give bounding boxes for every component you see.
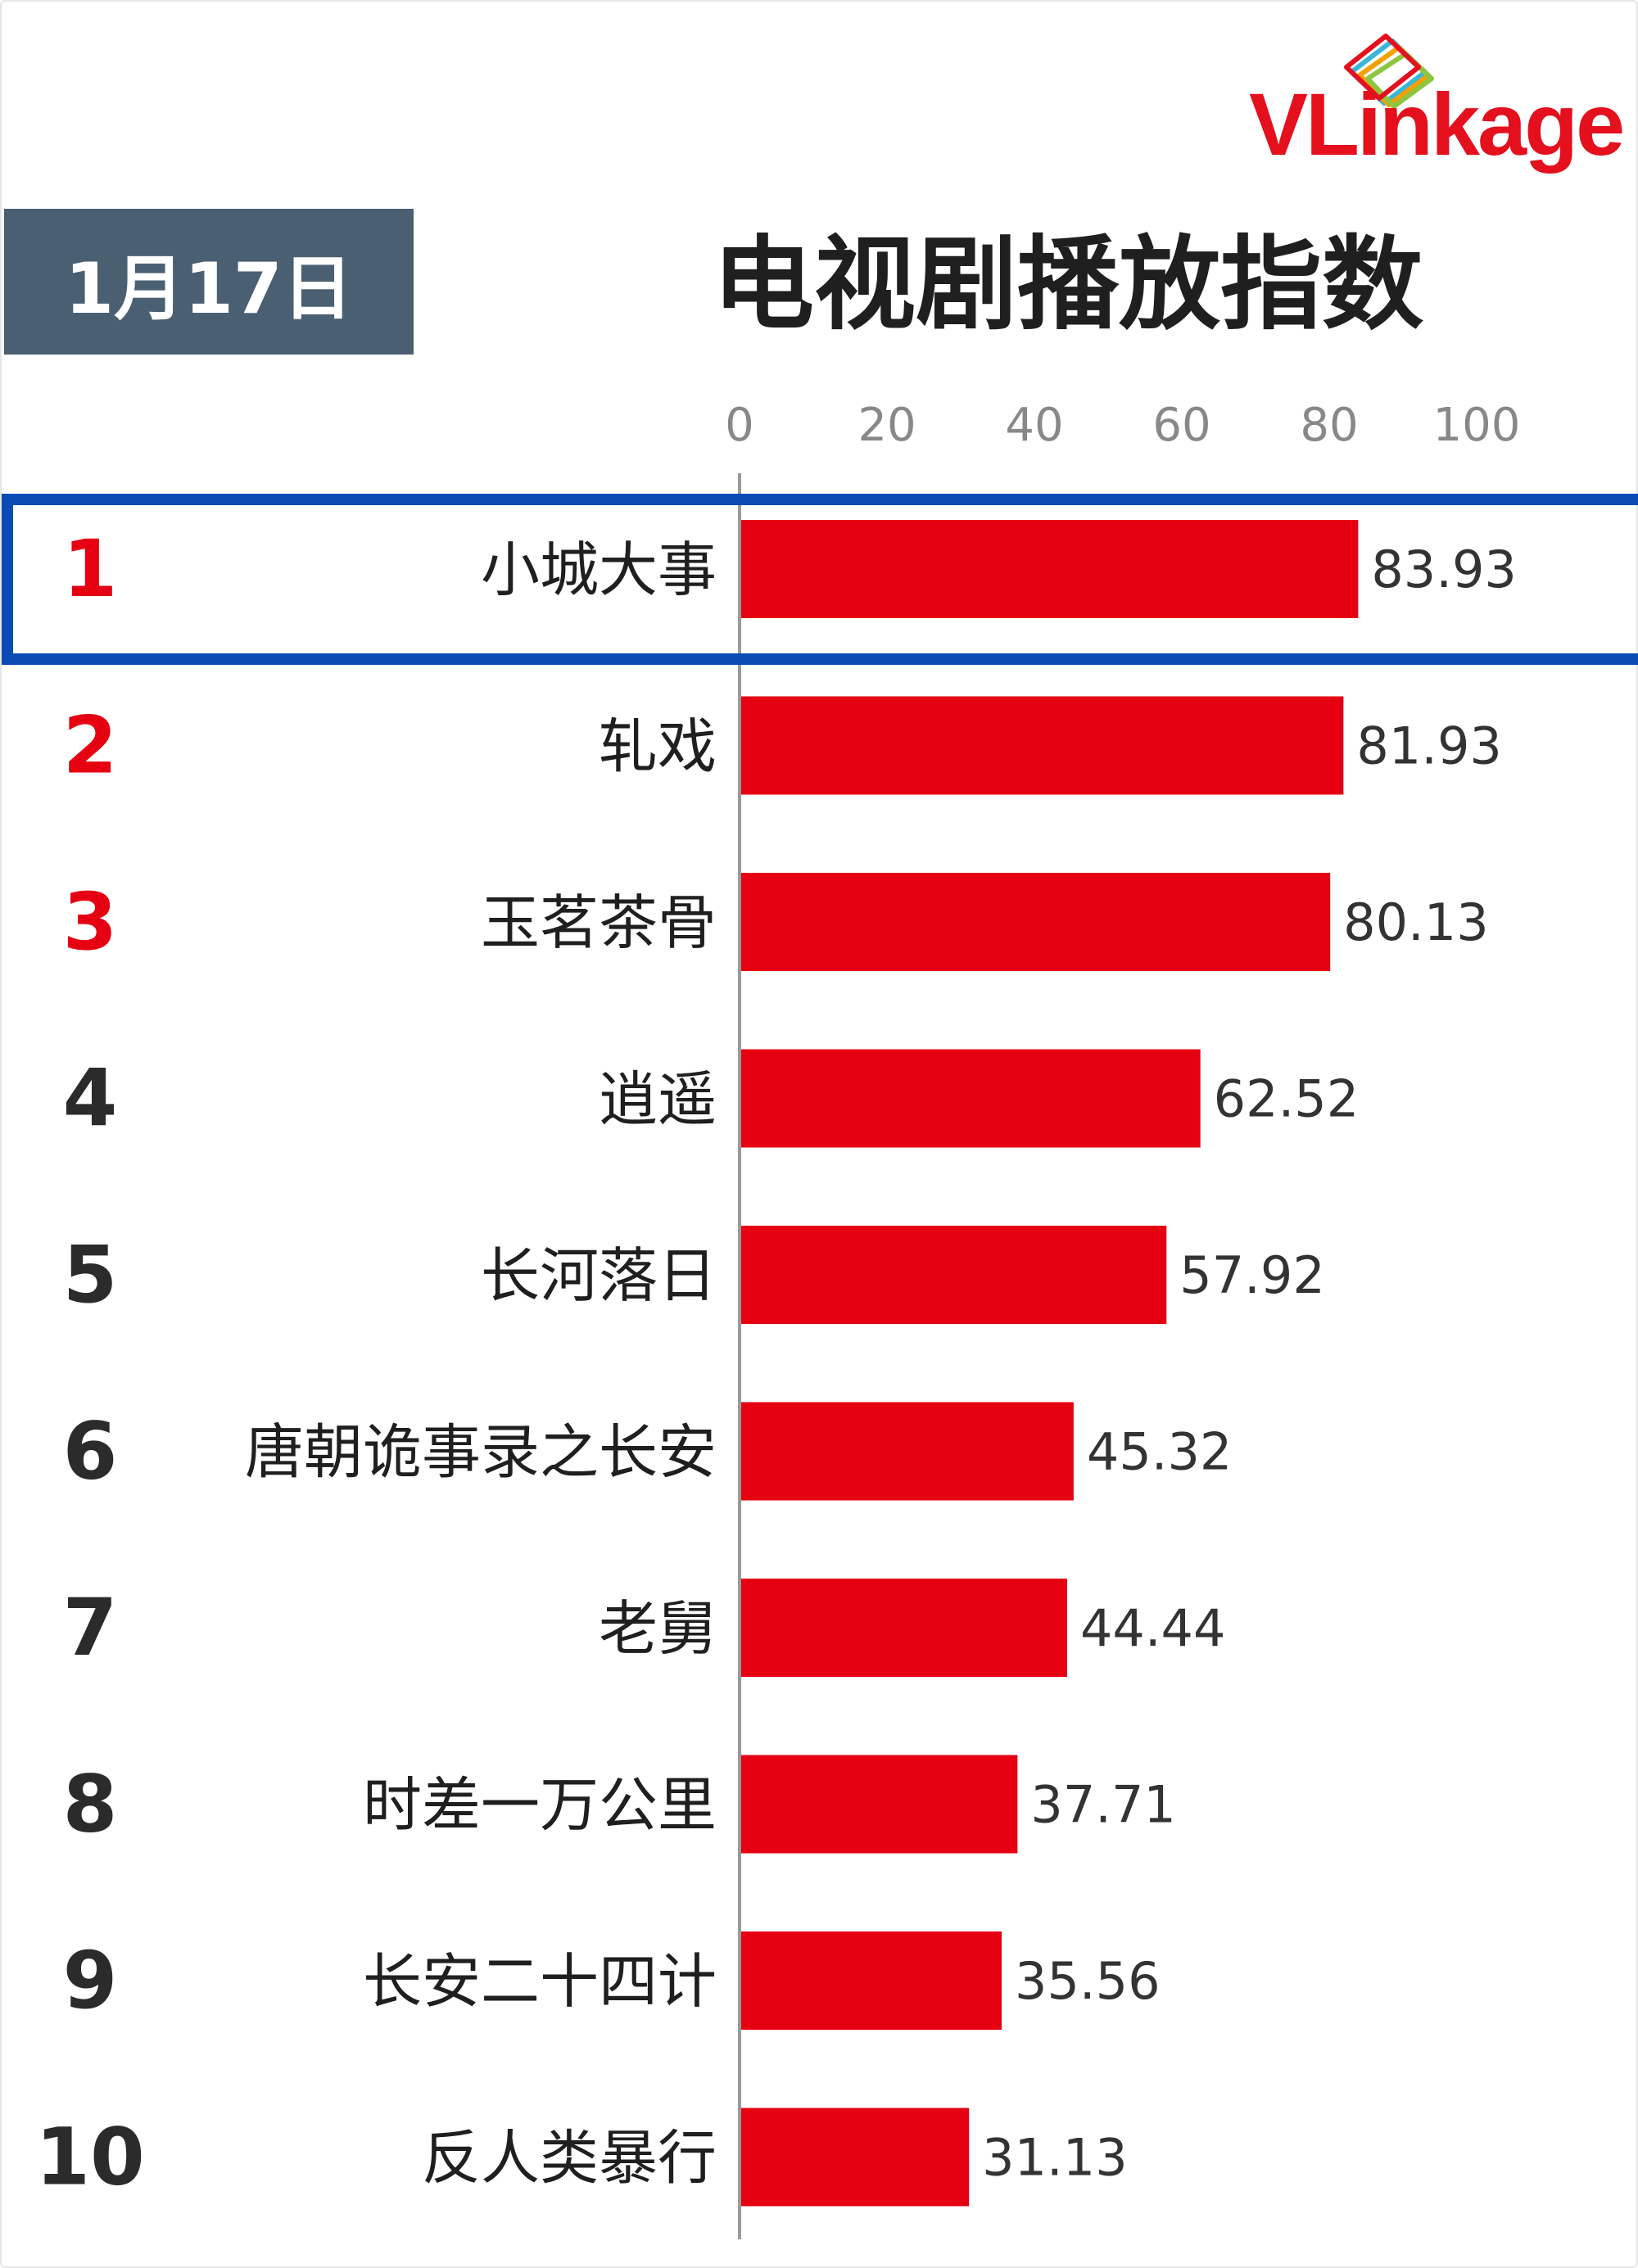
brand-name: VLinkage [1249, 75, 1625, 174]
film-frames-icon [1344, 34, 1434, 109]
x-tick-label: 20 [857, 399, 916, 452]
bar [741, 873, 1331, 971]
rank-number: 9 [63, 1935, 118, 2026]
bar [741, 2108, 970, 2207]
chart-title: 电视剧播放指数 [713, 226, 1424, 344]
value-label: 57.92 [1179, 1245, 1325, 1305]
value-label: 31.13 [982, 2128, 1128, 2188]
category-label: 反人类暴行 [422, 2124, 717, 2193]
category-label: 轧戏 [599, 712, 717, 781]
x-tick-label: 60 [1152, 399, 1210, 452]
bar [741, 520, 1359, 618]
value-label: 80.13 [1343, 892, 1489, 952]
x-tick-label: 80 [1300, 399, 1358, 452]
bar [741, 1755, 1018, 1854]
x-tick-label: 100 [1433, 399, 1521, 452]
x-tick-label: 40 [1005, 399, 1063, 452]
value-label: 44.44 [1080, 1598, 1226, 1658]
rank-number: 7 [63, 1582, 118, 1674]
bar [741, 1931, 1002, 2030]
bar [741, 696, 1344, 795]
value-label: 37.71 [1030, 1775, 1176, 1835]
bar [741, 1226, 1167, 1324]
category-label: 逍遥 [599, 1065, 717, 1134]
value-label: 45.32 [1087, 1422, 1233, 1482]
category-label: 小城大事 [481, 535, 717, 604]
bar [741, 1049, 1201, 1148]
category-label: 玉茗茶骨 [481, 888, 717, 957]
rank-number: 3 [63, 876, 118, 968]
rank-number: 10 [35, 2112, 145, 2203]
x-tick-label: 0 [725, 399, 754, 452]
bar [741, 1579, 1067, 1677]
rank-number: 2 [63, 700, 118, 792]
rank-number: 8 [63, 1759, 118, 1850]
value-label: 83.93 [1371, 540, 1517, 599]
category-label: 唐朝诡事录之长安 [245, 1418, 717, 1487]
category-label: 时差一万公里 [363, 1771, 717, 1840]
highlight-box [2, 494, 1638, 665]
rank-number: 5 [63, 1229, 118, 1321]
rank-number: 4 [63, 1053, 118, 1145]
rank-number: 6 [63, 1406, 118, 1498]
category-label: 老舅 [599, 1594, 717, 1663]
category-label: 长安二十四计 [363, 1947, 717, 2016]
value-label: 35.56 [1015, 1951, 1161, 2011]
bar [741, 1402, 1074, 1501]
brand-logo: VLinkage [1245, 25, 1630, 180]
date-badge: 1月17日 [4, 209, 414, 355]
category-label: 长河落日 [481, 1241, 717, 1310]
value-label: 81.93 [1356, 716, 1502, 776]
value-label: 62.52 [1214, 1069, 1360, 1129]
rank-number: 1 [63, 523, 118, 615]
